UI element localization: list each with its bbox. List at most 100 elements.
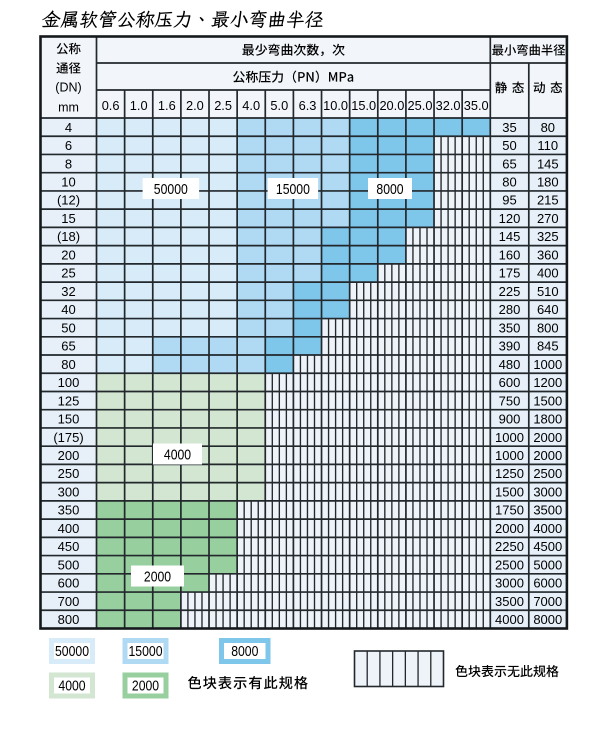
svg-text:3500: 3500 [533, 503, 562, 518]
svg-text:4500: 4500 [533, 539, 562, 554]
svg-text:1500: 1500 [533, 393, 562, 408]
svg-text:1200: 1200 [533, 375, 562, 390]
svg-text:5.0: 5.0 [270, 98, 288, 113]
svg-text:25.0: 25.0 [408, 98, 433, 113]
svg-text:900: 900 [499, 412, 521, 427]
svg-text:1500: 1500 [495, 485, 524, 500]
svg-text:2000: 2000 [533, 430, 562, 445]
svg-text:8000: 8000 [231, 644, 258, 660]
svg-text:1250: 1250 [495, 466, 524, 481]
svg-text:325: 325 [537, 229, 559, 244]
svg-text:150: 150 [58, 412, 80, 427]
svg-text:2000: 2000 [533, 448, 562, 463]
svg-text:4000: 4000 [58, 679, 85, 695]
svg-text:35: 35 [502, 120, 516, 135]
svg-text:50000: 50000 [55, 644, 89, 660]
svg-text:125: 125 [58, 393, 80, 408]
svg-text:180: 180 [537, 175, 559, 190]
svg-text:6.3: 6.3 [299, 98, 317, 113]
svg-text:10.0: 10.0 [323, 98, 348, 113]
svg-text:800: 800 [58, 612, 80, 627]
svg-text:400: 400 [58, 521, 80, 536]
svg-text:80: 80 [61, 357, 75, 372]
svg-text:250: 250 [58, 466, 80, 481]
svg-text:160: 160 [499, 247, 521, 262]
svg-text:2000: 2000 [495, 521, 524, 536]
svg-text:1000: 1000 [495, 430, 524, 445]
svg-text:65: 65 [502, 156, 516, 171]
svg-text:480: 480 [499, 357, 521, 372]
svg-text:8000: 8000 [376, 181, 403, 198]
svg-text:4000: 4000 [533, 521, 562, 536]
svg-text:600: 600 [58, 576, 80, 591]
svg-text:1.0: 1.0 [130, 98, 148, 113]
svg-text:0.6: 0.6 [102, 98, 120, 113]
svg-text:1.6: 1.6 [158, 98, 176, 113]
svg-text:390: 390 [499, 339, 521, 354]
svg-text:50: 50 [61, 320, 75, 335]
svg-text:1800: 1800 [533, 412, 562, 427]
svg-text:600: 600 [499, 375, 521, 390]
svg-text:110: 110 [537, 138, 558, 153]
svg-text:2500: 2500 [495, 557, 524, 572]
svg-text:215: 215 [537, 193, 559, 208]
svg-text:8: 8 [65, 156, 72, 171]
svg-text:25: 25 [61, 266, 75, 281]
svg-text:50: 50 [502, 138, 516, 153]
svg-text:145: 145 [499, 229, 521, 244]
svg-text:845: 845 [537, 339, 559, 354]
svg-text:20.0: 20.0 [379, 98, 404, 113]
svg-text:120: 120 [499, 211, 521, 226]
svg-text:450: 450 [58, 539, 80, 554]
svg-text:15.0: 15.0 [351, 98, 376, 113]
svg-text:4000: 4000 [164, 447, 191, 464]
svg-text:20: 20 [61, 247, 75, 262]
svg-text:3000: 3000 [533, 485, 562, 500]
svg-text:500: 500 [58, 557, 80, 572]
svg-text:15: 15 [61, 211, 75, 226]
svg-text:3000: 3000 [495, 576, 524, 591]
svg-text:2.5: 2.5 [214, 98, 232, 113]
svg-text:5000: 5000 [533, 557, 562, 572]
svg-text:350: 350 [499, 320, 521, 335]
svg-text:8000: 8000 [533, 612, 562, 627]
svg-text:800: 800 [537, 320, 559, 335]
svg-text:100: 100 [58, 375, 80, 390]
svg-text:4: 4 [65, 120, 72, 135]
svg-text:(175): (175) [53, 430, 83, 445]
svg-text:2000: 2000 [144, 569, 171, 586]
svg-text:750: 750 [499, 393, 521, 408]
svg-text:40: 40 [61, 302, 75, 317]
svg-text:2250: 2250 [495, 539, 524, 554]
svg-text:360: 360 [537, 247, 559, 262]
svg-text:15000: 15000 [129, 644, 163, 660]
svg-text:300: 300 [58, 485, 80, 500]
svg-text:mm: mm [58, 100, 79, 114]
svg-text:80: 80 [541, 120, 555, 135]
svg-text:65: 65 [61, 339, 75, 354]
svg-text:2.0: 2.0 [186, 98, 204, 113]
svg-text:400: 400 [537, 266, 559, 281]
svg-text:1000: 1000 [533, 357, 562, 372]
svg-text:1000: 1000 [495, 448, 524, 463]
svg-text:4000: 4000 [495, 612, 524, 627]
svg-text:200: 200 [58, 448, 80, 463]
svg-text:32.0: 32.0 [436, 98, 461, 113]
svg-text:(18): (18) [57, 229, 80, 244]
svg-text:510: 510 [537, 284, 559, 299]
svg-text:6: 6 [65, 138, 72, 153]
svg-text:(DN): (DN) [55, 81, 81, 95]
svg-text:350: 350 [58, 503, 80, 518]
svg-text:175: 175 [499, 266, 521, 281]
svg-text:50000: 50000 [154, 181, 188, 198]
svg-text:35.0: 35.0 [464, 98, 489, 113]
svg-text:6000: 6000 [533, 576, 562, 591]
svg-text:32: 32 [61, 284, 75, 299]
svg-text:225: 225 [499, 284, 521, 299]
svg-text:1750: 1750 [495, 503, 524, 518]
svg-text:640: 640 [537, 302, 559, 317]
svg-text:95: 95 [502, 193, 516, 208]
svg-text:700: 700 [58, 594, 80, 609]
svg-text:280: 280 [499, 302, 521, 317]
svg-text:80: 80 [502, 175, 516, 190]
